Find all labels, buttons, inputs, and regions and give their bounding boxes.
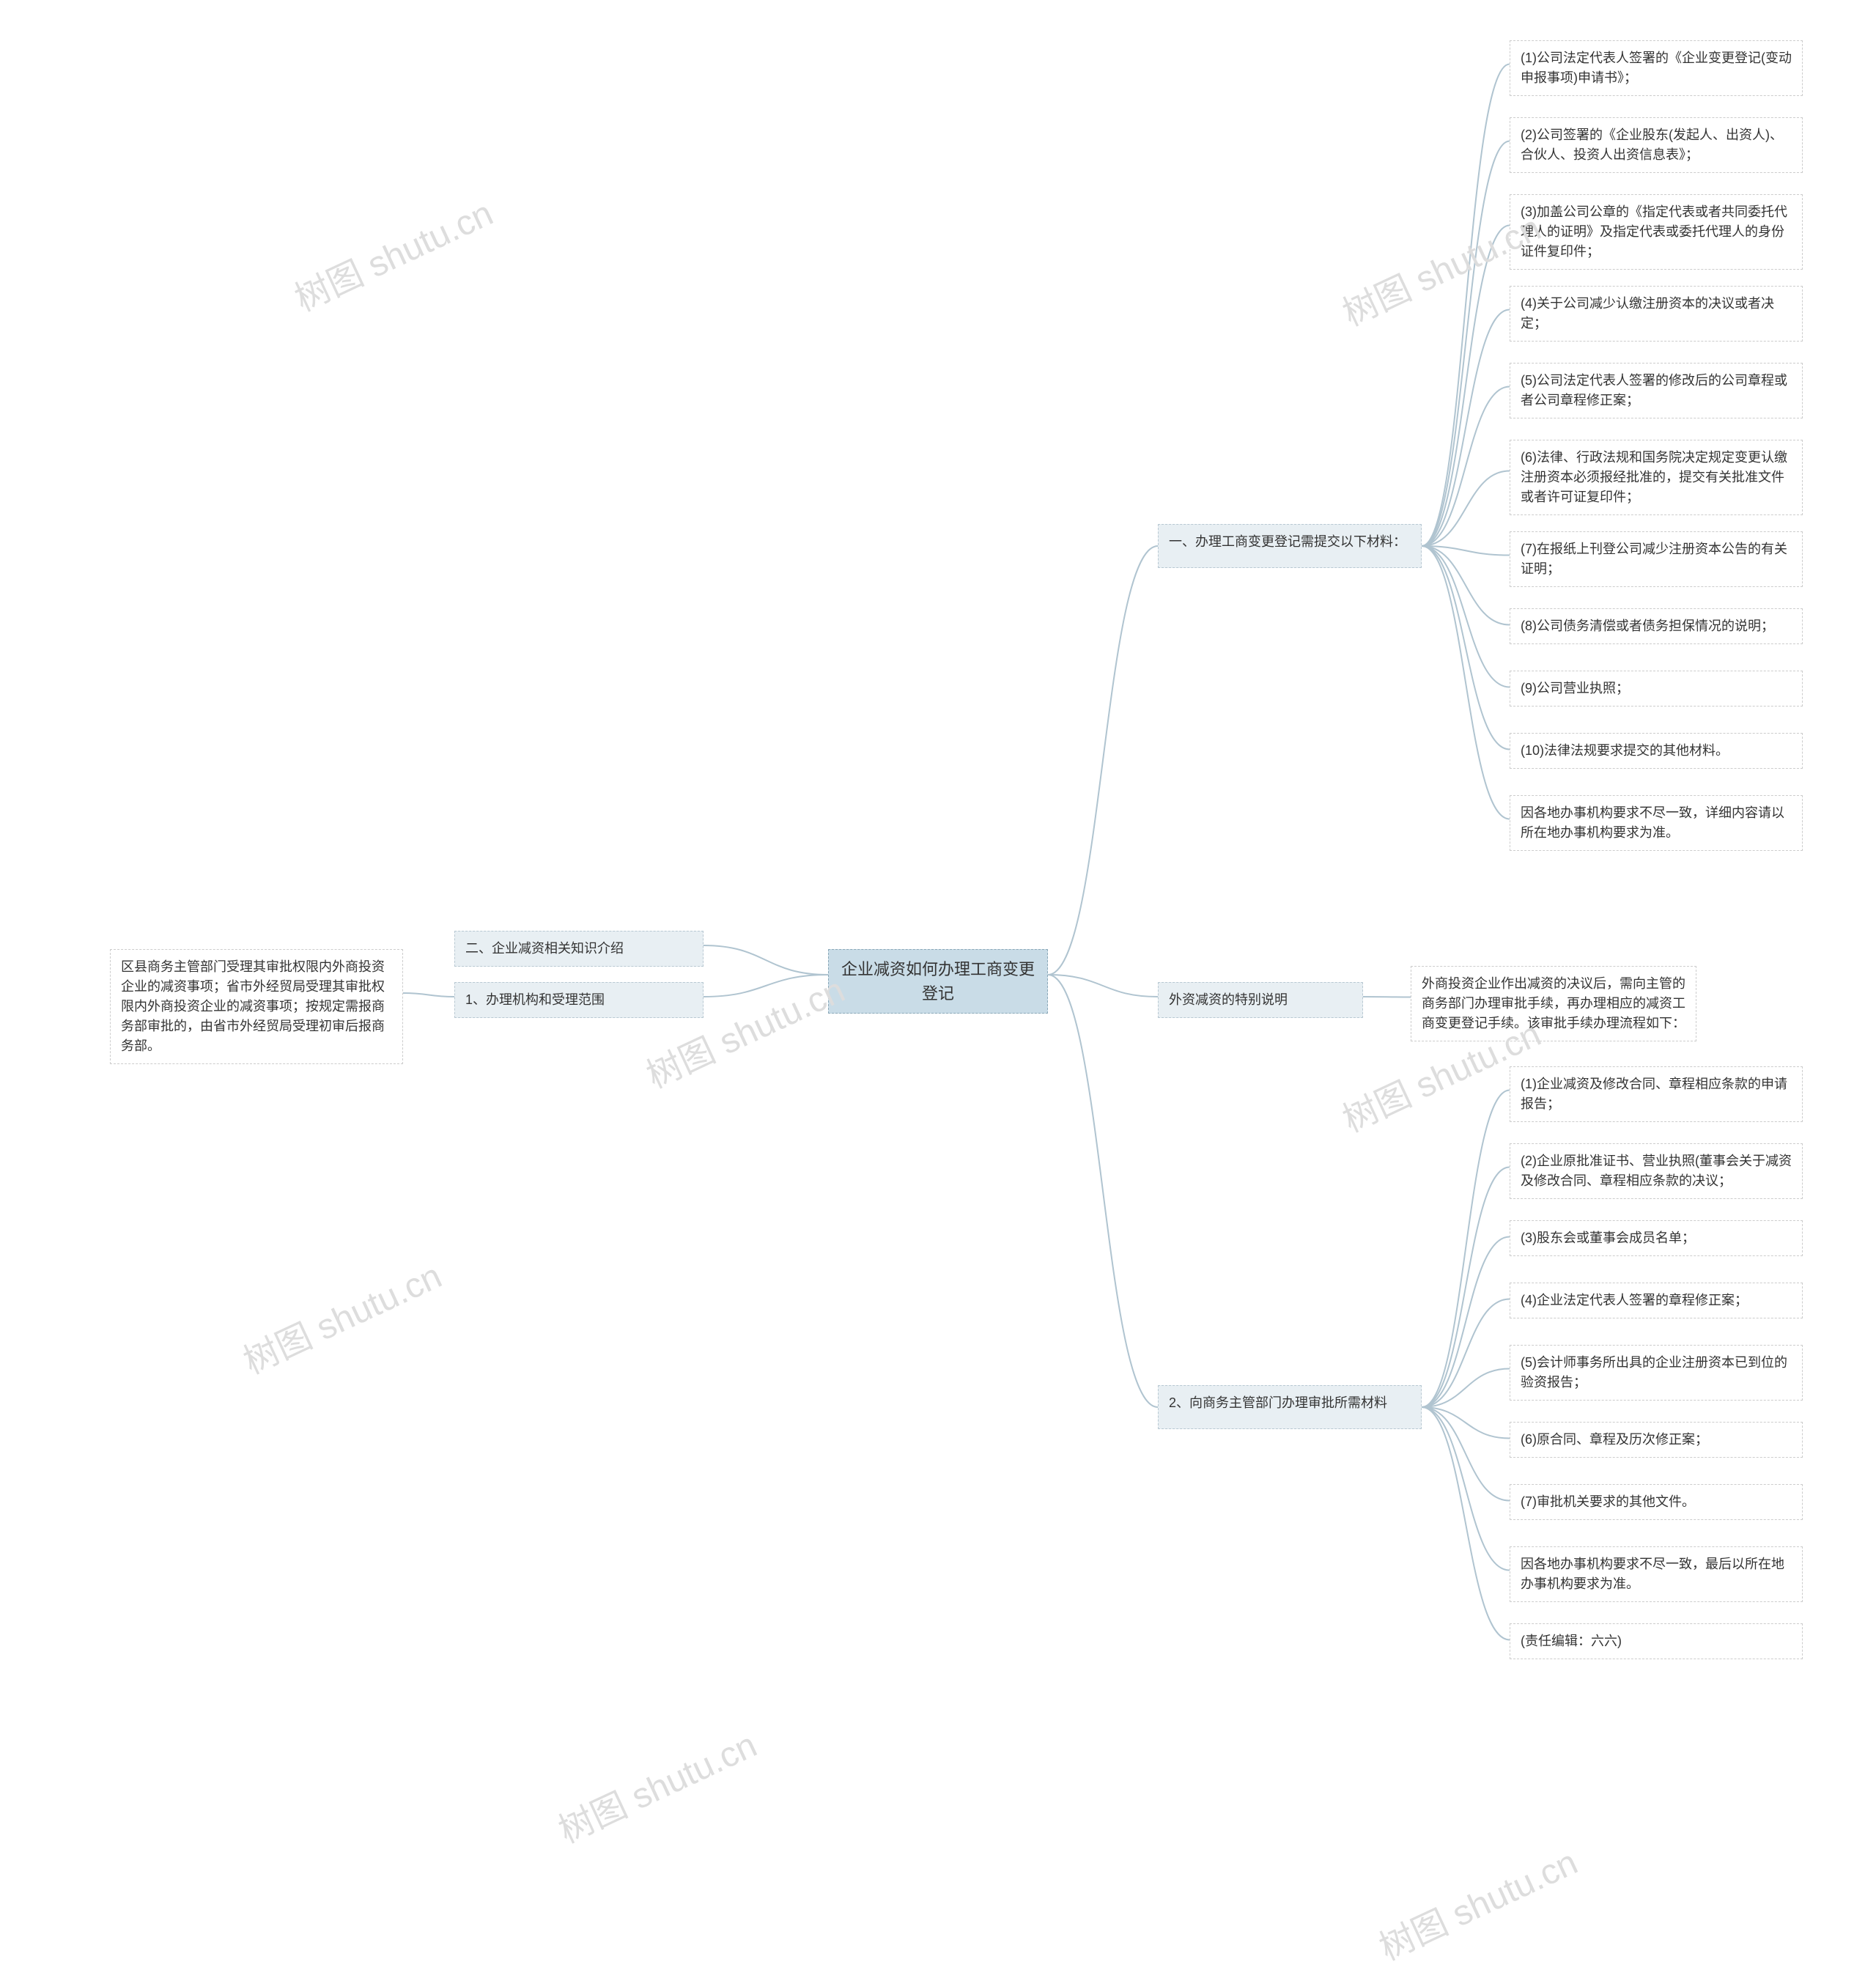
mindmap-node-l_b1: 二、企业减资相关知识介绍: [454, 931, 704, 967]
mindmap-node-r_b1_c3: (3)加盖公司公章的《指定代表或者共同委托代理人的证明》及指定代表或委托代理人的…: [1510, 194, 1803, 270]
mindmap-node-r_b3_c2: (2)企业原批准证书、营业执照(董事会关于减资及修改合同、章程相应条款的决议；: [1510, 1143, 1803, 1199]
mindmap-node-r_b1: 一、办理工商变更登记需提交以下材料：: [1158, 524, 1422, 568]
mindmap-node-r_b2: 外资减资的特别说明: [1158, 982, 1363, 1018]
node-text: (9)公司营业执照；: [1521, 681, 1629, 696]
mindmap-node-l_leaf1: 区县商务主管部门受理其审批权限内外商投资企业的减资事项；省市外经贸局受理其审批权…: [110, 949, 403, 1064]
node-text: (3)股东会或董事会成员名单；: [1521, 1231, 1695, 1245]
mindmap-node-r_b3_c4: (4)企业法定代表人签署的章程修正案；: [1510, 1283, 1803, 1318]
mindmap-node-r_b3_c9: (责任编辑：六六): [1510, 1623, 1803, 1659]
mindmap-node-r_b1_c7: (7)在报纸上刊登公司减少注册资本公告的有关证明；: [1510, 531, 1803, 587]
node-text: (责任编辑：六六): [1521, 1634, 1622, 1648]
node-text: (5)公司法定代表人签署的修改后的公司章程或者公司章程修正案；: [1521, 373, 1787, 407]
mindmap-node-r_b1_c10: (10)法律法规要求提交的其他材料。: [1510, 733, 1803, 769]
mindmap-node-r_b1_c2: (2)公司签署的《企业股东(发起人、出资人)、合伙人、投资人出资信息表》；: [1510, 117, 1803, 173]
watermark: 树图 shutu.cn: [1370, 1834, 1584, 1970]
node-text: (7)在报纸上刊登公司减少注册资本公告的有关证明；: [1521, 542, 1787, 576]
node-text: 外资减资的特别说明: [1169, 992, 1288, 1007]
mindmap-node-r_b1_c11: 因各地办事机构要求不尽一致，详细内容请以所在地办事机构要求为准。: [1510, 795, 1803, 851]
watermark: 树图 shutu.cn: [234, 1247, 448, 1384]
node-text: 一、办理工商变更登记需提交以下材料：: [1169, 534, 1406, 549]
node-text: (1)公司法定代表人签署的《企业变更登记(变动申报事项)申请书》；: [1521, 51, 1792, 85]
mindmap-node-r_b2_c1: 外商投资企业作出减资的决议后，需向主管的商务部门办理审批手续，再办理相应的减资工…: [1411, 966, 1696, 1041]
mindmap-node-r_b1_c9: (9)公司营业执照；: [1510, 671, 1803, 707]
mindmap-node-r_b1_c8: (8)公司债务清偿或者债务担保情况的说明；: [1510, 608, 1803, 644]
node-text: 因各地办事机构要求不尽一致，详细内容请以所在地办事机构要求为准。: [1521, 805, 1784, 840]
node-text: (2)公司签署的《企业股东(发起人、出资人)、合伙人、投资人出资信息表》；: [1521, 128, 1783, 162]
node-text: 因各地办事机构要求不尽一致，最后以所在地办事机构要求为准。: [1521, 1557, 1784, 1591]
node-text: 1、办理机构和受理范围: [465, 992, 605, 1007]
node-text: (2)企业原批准证书、营业执照(董事会关于减资及修改合同、章程相应条款的决议；: [1521, 1154, 1792, 1188]
node-text: (5)会计师事务所出具的企业注册资本已到位的验资报告；: [1521, 1355, 1787, 1390]
node-text: 外商投资企业作出减资的决议后，需向主管的商务部门办理审批手续，再办理相应的减资工…: [1422, 976, 1685, 1030]
node-text: 区县商务主管部门受理其审批权限内外商投资企业的减资事项；省市外经贸局受理其审批权…: [121, 959, 385, 1053]
mindmap-node-r_b1_c6: (6)法律、行政法规和国务院决定规定变更认缴注册资本必须报经批准的，提交有关批准…: [1510, 440, 1803, 515]
node-text: 企业减资如何办理工商变更登记: [841, 960, 1035, 1003]
node-text: (6)原合同、章程及历次修正案；: [1521, 1432, 1708, 1447]
mindmap-node-r_b3_c1: (1)企业减资及修改合同、章程相应条款的申请报告；: [1510, 1066, 1803, 1122]
mindmap-node-r_b3_c3: (3)股东会或董事会成员名单；: [1510, 1220, 1803, 1256]
watermark: 树图 shutu.cn: [285, 185, 500, 321]
node-text: 2、向商务主管部门办理审批所需材料: [1169, 1395, 1387, 1410]
mindmap-node-r_b1_c1: (1)公司法定代表人签署的《企业变更登记(变动申报事项)申请书》；: [1510, 40, 1803, 96]
mindmap-node-root: 企业减资如何办理工商变更登记: [828, 949, 1048, 1014]
node-text: (3)加盖公司公章的《指定代表或者共同委托代理人的证明》及指定代表或委托代理人的…: [1521, 204, 1787, 259]
mindmap-node-l_b2: 1、办理机构和受理范围: [454, 982, 704, 1018]
node-text: 二、企业减资相关知识介绍: [465, 941, 624, 956]
node-text: (4)关于公司减少认缴注册资本的决议或者决定；: [1521, 296, 1774, 331]
mindmap-node-r_b3_c6: (6)原合同、章程及历次修正案；: [1510, 1422, 1803, 1458]
mindmap-node-r_b3_c5: (5)会计师事务所出具的企业注册资本已到位的验资报告；: [1510, 1345, 1803, 1401]
watermark: 树图 shutu.cn: [549, 1716, 764, 1853]
mindmap-node-r_b3_c8: 因各地办事机构要求不尽一致，最后以所在地办事机构要求为准。: [1510, 1546, 1803, 1602]
mindmap-node-r_b1_c5: (5)公司法定代表人签署的修改后的公司章程或者公司章程修正案；: [1510, 363, 1803, 418]
node-text: (8)公司债务清偿或者债务担保情况的说明；: [1521, 619, 1774, 633]
node-text: (6)法律、行政法规和国务院决定规定变更认缴注册资本必须报经批准的，提交有关批准…: [1521, 450, 1787, 504]
mindmap-node-r_b1_c4: (4)关于公司减少认缴注册资本的决议或者决定；: [1510, 286, 1803, 342]
node-text: (7)审批机关要求的其他文件。: [1521, 1494, 1695, 1509]
mindmap-node-r_b3_c7: (7)审批机关要求的其他文件。: [1510, 1484, 1803, 1520]
node-text: (4)企业法定代表人签署的章程修正案；: [1521, 1293, 1748, 1307]
node-text: (1)企业减资及修改合同、章程相应条款的申请报告；: [1521, 1077, 1787, 1111]
node-text: (10)法律法规要求提交的其他材料。: [1521, 743, 1729, 758]
mindmap-node-r_b3: 2、向商务主管部门办理审批所需材料: [1158, 1385, 1422, 1429]
